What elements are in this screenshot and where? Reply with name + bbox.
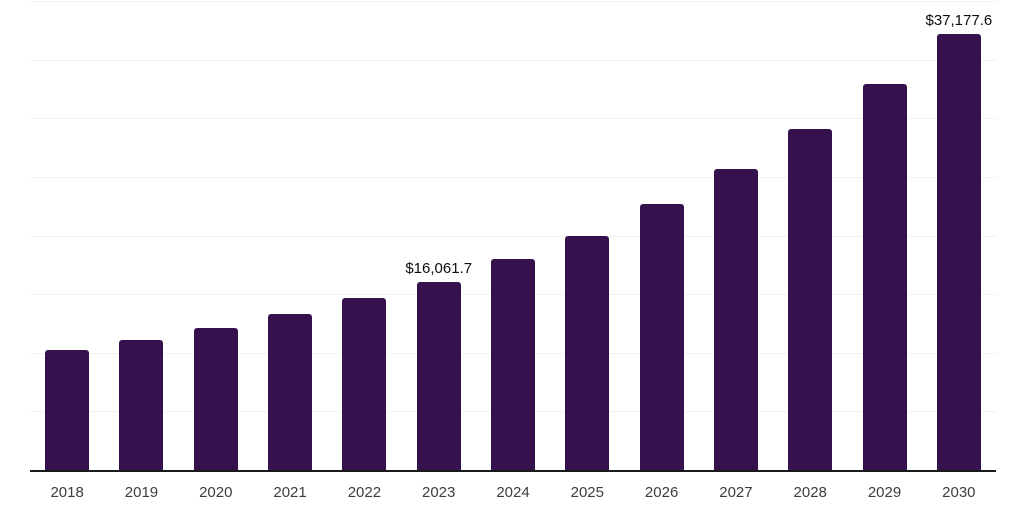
gridline-35000	[30, 59, 996, 61]
x-tick-2026: 2026	[644, 484, 679, 501]
bar-2022	[342, 298, 387, 470]
bar-2023	[416, 281, 461, 470]
bar-2029	[862, 84, 907, 470]
value-label-2030: $37,177.6	[925, 12, 993, 30]
x-tick-2025: 2025	[570, 484, 604, 501]
bar-2021	[268, 314, 313, 470]
plot-area: $16,061.7 $37,177.6	[30, 1, 996, 471]
bar-2018	[45, 349, 90, 470]
x-tick-2029: 2029	[867, 484, 902, 501]
x-tick-2027: 2027	[719, 484, 753, 501]
bar-2026	[639, 203, 684, 470]
gridline-30000	[30, 118, 996, 120]
x-tick-2023: 2023	[422, 484, 456, 501]
bar-2019	[119, 339, 164, 470]
bar-2027	[713, 168, 758, 470]
x-tick-2022: 2022	[347, 484, 382, 501]
bar-2024	[491, 258, 535, 470]
x-tick-2018: 2018	[50, 484, 84, 501]
gridline-20000	[30, 235, 996, 237]
x-tick-2019: 2019	[124, 484, 159, 501]
gridline-25000	[30, 176, 996, 178]
x-tick-2020: 2020	[199, 484, 233, 501]
x-tick-2028: 2028	[793, 484, 827, 501]
bar-2030	[936, 34, 981, 470]
x-tick-2024: 2024	[496, 484, 530, 501]
x-axis-line	[30, 470, 996, 472]
x-tick-2021: 2021	[273, 484, 307, 501]
gridline-40000	[30, 1, 996, 2]
bar-2028	[788, 128, 833, 470]
value-label-2023: $16,061.7	[405, 259, 473, 277]
bar-2025	[565, 235, 610, 470]
x-axis-tick-labels: 2018 2019 2020 2021 2022 2023 2024 2025 2026 2027…	[30, 484, 996, 505]
x-tick-2030: 2030	[942, 484, 976, 501]
bar-2020	[193, 328, 238, 470]
